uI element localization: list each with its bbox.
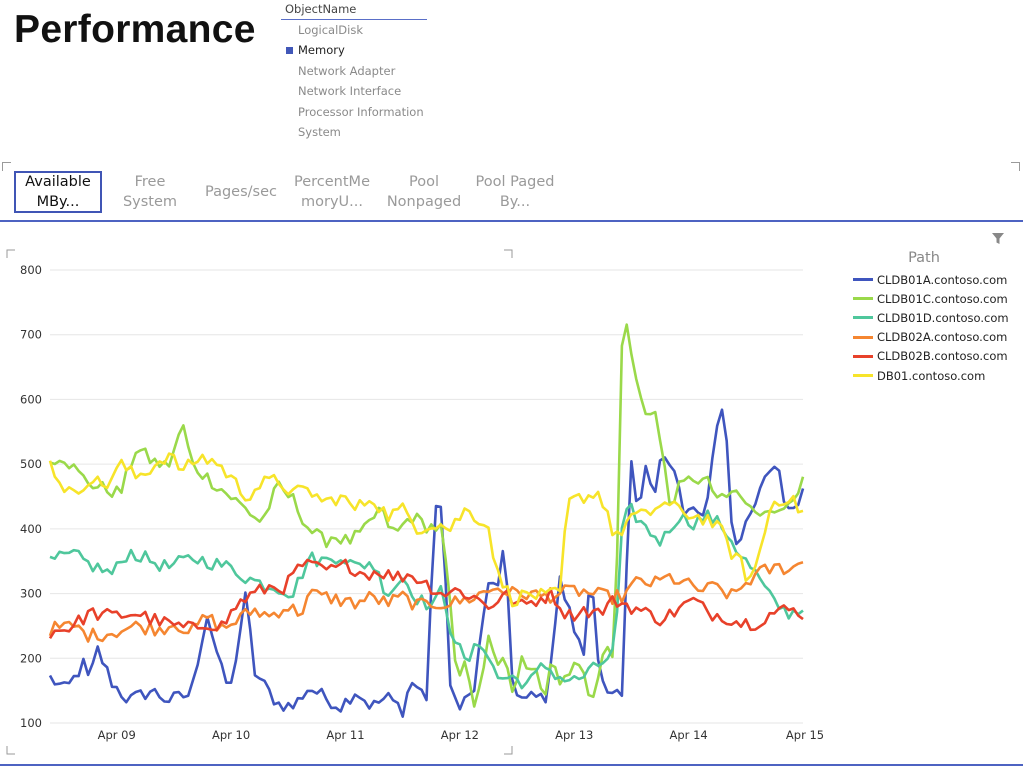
tab-label: Pages/sec <box>205 184 277 200</box>
slicer-item-label: Network Interface <box>298 84 402 99</box>
slicer-item-network-interface[interactable]: Network Interface <box>281 81 427 101</box>
legend-item[interactable]: CLDB01D.contoso.com <box>853 308 1009 327</box>
slicer-item-processor-information[interactable]: Processor Information <box>281 102 427 122</box>
x-tick-label: Apr 10 <box>212 728 250 742</box>
x-tick-label: Apr 12 <box>441 728 479 742</box>
x-tick-label: Apr 09 <box>98 728 136 742</box>
y-tick-label: 700 <box>20 328 42 342</box>
unselected-square-icon <box>286 68 293 75</box>
slicer-item-label: LogicalDisk <box>298 23 364 37</box>
legend-label: CLDB01C.contoso.com <box>877 291 1008 306</box>
y-tick-label: 200 <box>20 651 42 665</box>
series-line-cldb01a <box>48 408 805 718</box>
visual-corner-marker <box>504 249 513 258</box>
x-tick-label: Apr 15 <box>786 728 824 742</box>
legend-item[interactable]: CLDB02A.contoso.com <box>853 328 1009 347</box>
series-line-db01 <box>48 452 804 608</box>
tab-3[interactable]: PercentMe moryU... <box>288 171 376 213</box>
tabs-divider <box>0 220 1023 222</box>
chart-legend: Path CLDB01A.contoso.com CLDB01C.contoso.… <box>853 250 1009 385</box>
slicer-item-label: Network Adapter <box>298 63 396 78</box>
unselected-square-icon <box>286 27 293 34</box>
unselected-square-icon <box>286 109 293 116</box>
slicer-item-label: Processor Information <box>298 104 424 119</box>
visual-corner-marker <box>1011 162 1020 171</box>
legend-swatch <box>853 297 873 301</box>
page-title: Performance <box>14 8 256 51</box>
tab-2[interactable]: Pages/sec <box>197 171 285 213</box>
legend-label: CLDB02A.contoso.com <box>877 330 1008 345</box>
line-chart: 100 200 300 400 500 600 700 800 Apr 09 Apr 10 Apr … <box>6 249 824 755</box>
visual-corner-marker <box>6 746 15 755</box>
legend-swatch <box>853 278 873 282</box>
series-line-cldb01c <box>49 323 805 708</box>
legend-label: CLDB01A.contoso.com <box>877 272 1008 287</box>
visual-corner-marker <box>2 162 11 171</box>
x-tick-label: Apr 13 <box>555 728 593 742</box>
slicer-item-network-adapter[interactable]: Network Adapter <box>281 61 427 81</box>
metric-tabs: Available MBy... Free System Pages/sec Perc… <box>0 160 1023 222</box>
slicer-item-label: Memory <box>298 43 345 58</box>
legend-item[interactable]: CLDB01C.contoso.com <box>853 289 1009 308</box>
tab-label: Pool Nonpaged <box>386 174 462 210</box>
slicer-item-label: System <box>298 124 341 139</box>
slicer-item-logicaldisk[interactable]: LogicalDisk <box>281 20 427 40</box>
legend-swatch <box>853 374 873 378</box>
tab-4[interactable]: Pool Nonpaged <box>380 171 468 213</box>
visual-corner-marker <box>504 746 513 755</box>
selected-square-icon <box>286 47 293 55</box>
y-tick-label: 500 <box>20 457 42 471</box>
y-tick-label: 400 <box>20 522 42 536</box>
slicer-header: ObjectName <box>281 0 427 20</box>
x-tick-label: Apr 11 <box>326 728 364 742</box>
slicer-item-system[interactable]: System <box>281 122 427 142</box>
y-tick-label: 600 <box>20 392 42 406</box>
visual-corner-marker <box>6 249 15 258</box>
slicer-item-memory[interactable]: Memory <box>281 40 427 60</box>
legend-item[interactable]: CLDB01A.contoso.com <box>853 270 1009 289</box>
legend-swatch <box>853 354 873 358</box>
tab-label: PercentMe moryU... <box>294 174 370 210</box>
y-tick-label: 800 <box>20 263 42 277</box>
objectname-slicer: ObjectName LogicalDisk Memory Network Adap… <box>281 0 427 142</box>
legend-title: Path <box>908 250 940 266</box>
series-line-cldb01d <box>49 502 804 690</box>
legend-item[interactable]: DB01.contoso.com <box>853 366 1009 385</box>
tab-label: Available MBy... <box>25 174 91 210</box>
tab-5[interactable]: Pool Paged By... <box>471 171 559 213</box>
legend-label: DB01.contoso.com <box>877 368 986 383</box>
tab-label: Pool Paged By... <box>475 174 555 210</box>
filter-funnel-icon[interactable] <box>991 232 1005 246</box>
bottom-divider <box>0 764 1023 766</box>
tab-1[interactable]: Free System <box>106 171 194 213</box>
y-tick-label: 100 <box>20 716 42 730</box>
x-tick-label: Apr 14 <box>670 728 708 742</box>
legend-item[interactable]: CLDB02B.contoso.com <box>853 347 1009 366</box>
tab-label: Free System <box>122 174 178 210</box>
series-line-cldb02b <box>48 558 804 639</box>
unselected-square-icon <box>286 129 293 136</box>
unselected-square-icon <box>286 88 293 95</box>
legend-swatch <box>853 316 873 320</box>
legend-label: CLDB02B.contoso.com <box>877 349 1008 364</box>
slicer-list: LogicalDisk Memory Network Adapter Network … <box>281 20 427 142</box>
series-line-cldb02a <box>48 561 804 643</box>
y-tick-label: 300 <box>20 587 42 601</box>
tab-0[interactable]: Available MBy... <box>14 171 102 213</box>
legend-swatch <box>853 335 873 339</box>
legend-label: CLDB01D.contoso.com <box>877 310 1009 325</box>
